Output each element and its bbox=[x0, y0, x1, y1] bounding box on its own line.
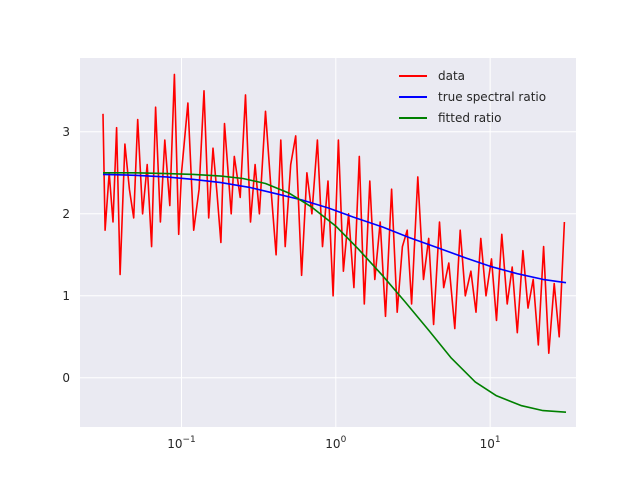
x-axis-ticks: 10−1 100 101 bbox=[167, 435, 500, 451]
series-line-2 bbox=[103, 172, 567, 413]
legend-label: true spectral ratio bbox=[438, 90, 546, 104]
legend-label: data bbox=[438, 69, 465, 83]
x-tick-label: 10−1 bbox=[167, 435, 196, 451]
y-axis-ticks: 0 1 2 3 bbox=[62, 125, 70, 385]
plot-area bbox=[80, 58, 576, 427]
y-tick-label: 2 bbox=[62, 207, 70, 221]
series-line-1 bbox=[102, 173, 567, 284]
x-tick-base: 10 bbox=[325, 437, 340, 451]
x-tick-label: 101 bbox=[480, 435, 501, 451]
x-tick-exponent: 0 bbox=[341, 435, 347, 445]
series-line-0 bbox=[102, 73, 566, 354]
x-tick-base: 10 bbox=[167, 437, 182, 451]
series-group bbox=[102, 73, 567, 413]
x-tick-label: 100 bbox=[325, 435, 346, 451]
y-tick-label: 1 bbox=[62, 289, 70, 303]
grid bbox=[80, 58, 576, 427]
legend: data true spectral ratio fitted ratio bbox=[399, 69, 546, 125]
y-tick-label: 0 bbox=[62, 371, 70, 385]
x-tick-exponent: −1 bbox=[182, 435, 195, 445]
legend-label: fitted ratio bbox=[438, 111, 501, 125]
x-tick-base: 10 bbox=[480, 437, 495, 451]
x-tick-exponent: 1 bbox=[495, 435, 501, 445]
y-tick-label: 3 bbox=[62, 125, 70, 139]
